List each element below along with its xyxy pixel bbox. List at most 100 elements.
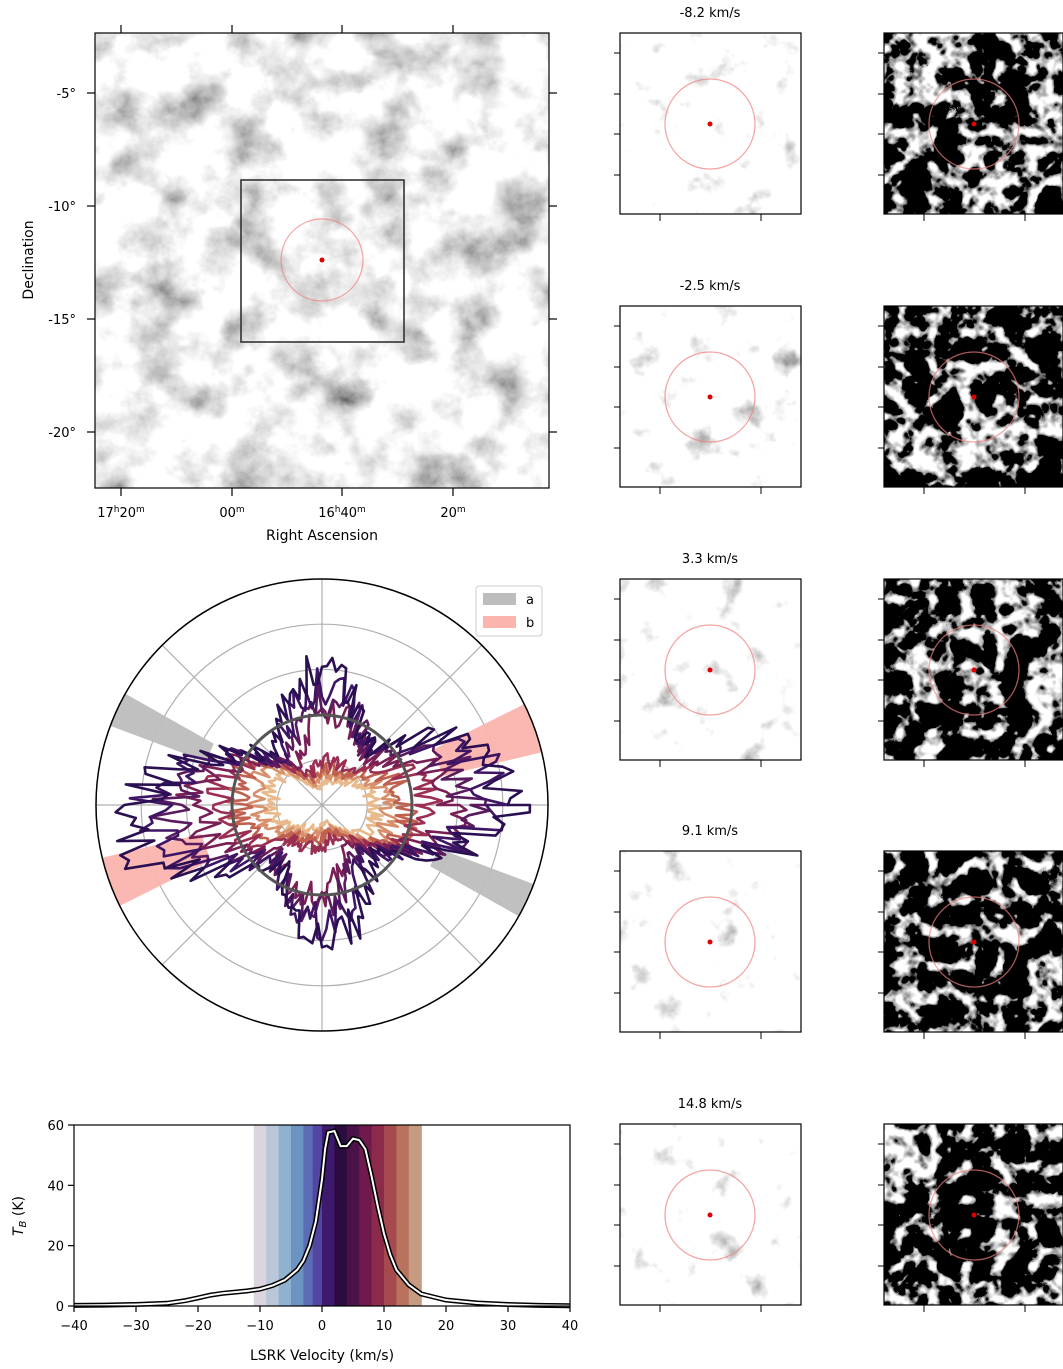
velocity-band-slice bbox=[300, 1125, 304, 1306]
velocity-band-slice bbox=[405, 1125, 410, 1306]
channel-panel-frame bbox=[619, 305, 802, 488]
velocity-band-slice bbox=[402, 1125, 407, 1306]
spectrum-y-tick-label: 20 bbox=[47, 1240, 64, 1255]
legend-label-a: a bbox=[526, 593, 534, 608]
channel-label: 14.8 km/s bbox=[678, 1097, 743, 1112]
polar-legend: a b bbox=[475, 585, 543, 637]
velocity-band-slice bbox=[256, 1125, 261, 1306]
polar-plot: a b bbox=[95, 578, 549, 1032]
sky-x-axis-label: Right Ascension bbox=[266, 528, 378, 544]
velocity-band-slice bbox=[275, 1125, 280, 1306]
sky-y-tick-label: -10° bbox=[48, 200, 76, 215]
velocity-band-slice bbox=[390, 1125, 394, 1306]
velocity-band-slice bbox=[418, 1125, 422, 1306]
spectrum-y-axis-label: TB (K) bbox=[11, 1196, 29, 1236]
sky-y-axis-label: Declination bbox=[21, 220, 37, 299]
velocity-band-slice bbox=[353, 1125, 357, 1306]
velocity-band-slice bbox=[319, 1125, 323, 1306]
velocity-band-slice bbox=[396, 1125, 401, 1306]
velocity-band-slice bbox=[399, 1125, 404, 1306]
velocity-band-slice bbox=[260, 1125, 264, 1306]
aperture-circle bbox=[664, 896, 756, 988]
center-marker bbox=[707, 1212, 713, 1218]
velocity-band-slice bbox=[291, 1125, 295, 1306]
velocity-band-slice bbox=[310, 1125, 314, 1306]
spectrum-x-tick-label: −30 bbox=[122, 1319, 149, 1334]
sky-map: -5° -10° -15° -20° 17h20m 00m 16h40m 20m… bbox=[21, 25, 557, 544]
velocity-band-slice bbox=[253, 1125, 258, 1306]
aperture-circle bbox=[664, 624, 756, 716]
velocity-band-slice bbox=[331, 1125, 335, 1306]
velocity-band-slice bbox=[297, 1125, 301, 1306]
polar-profile-curve bbox=[204, 751, 444, 856]
channel-panel-frame bbox=[619, 32, 802, 215]
aperture-circle bbox=[664, 1169, 756, 1261]
channel-panel-frame bbox=[883, 305, 1063, 488]
aperture-circle bbox=[664, 78, 756, 170]
channel-panel-frame bbox=[883, 32, 1063, 215]
velocity-band-slice bbox=[408, 1125, 413, 1306]
legend-swatch-b bbox=[483, 616, 516, 628]
velocity-band-slice bbox=[287, 1125, 292, 1306]
velocity-band-slice bbox=[294, 1125, 298, 1306]
sky-map-ticks bbox=[87, 25, 557, 496]
sky-map-frame bbox=[94, 32, 550, 489]
channel-label: -8.2 km/s bbox=[680, 6, 741, 21]
velocity-band-slice bbox=[411, 1125, 416, 1306]
channel-panel-frame bbox=[883, 850, 1063, 1033]
center-marker bbox=[319, 257, 325, 263]
sky-y-tick-label: -5° bbox=[57, 87, 76, 102]
velocity-band-slice bbox=[263, 1125, 267, 1306]
velocity-band-slice bbox=[272, 1125, 277, 1306]
reference-circle bbox=[230, 713, 414, 897]
velocity-band-slice bbox=[269, 1125, 273, 1306]
spectrum-x-tick-label: −40 bbox=[60, 1319, 87, 1334]
aperture-circle bbox=[928, 351, 1020, 443]
velocity-band-slice bbox=[371, 1125, 376, 1306]
spectrum-x-tick-label: 0 bbox=[318, 1319, 326, 1334]
velocity-band-slice bbox=[356, 1125, 360, 1306]
center-marker bbox=[707, 939, 713, 945]
center-marker bbox=[971, 667, 977, 673]
velocity-band-slice bbox=[349, 1125, 354, 1306]
spectrum-line bbox=[73, 1129, 571, 1307]
aperture-circle bbox=[664, 351, 756, 443]
channel-label: -2.5 km/s bbox=[680, 279, 741, 294]
spectrum-x-tick-label: 20 bbox=[438, 1319, 455, 1334]
center-marker bbox=[971, 394, 977, 400]
channel-panel-frame bbox=[619, 1123, 802, 1306]
spectrum-x-axis-label: LSRK Velocity (km/s) bbox=[250, 1348, 394, 1364]
velocity-band-slice bbox=[384, 1125, 388, 1306]
velocity-band-slice bbox=[308, 1125, 311, 1306]
polar-profile-curve bbox=[224, 758, 419, 849]
velocity-band-slice bbox=[346, 1125, 351, 1306]
velocity-band-slice bbox=[337, 1125, 342, 1306]
velocity-band-slice bbox=[365, 1125, 370, 1306]
channel-panel-frame bbox=[619, 850, 802, 1033]
legend-swatch-a bbox=[483, 593, 516, 605]
polar-outline bbox=[95, 578, 549, 1032]
channel-panels: -8.2 km/s -2.5 km/s 3.3 km/s 9.1 km/s 14.8 k… bbox=[614, 6, 1063, 1312]
center-marker bbox=[707, 667, 713, 673]
spectrum-y-tick-label: 0 bbox=[56, 1300, 64, 1315]
sky-x-tick-label: 16h40m bbox=[318, 505, 366, 521]
velocity-band-slice bbox=[415, 1125, 419, 1306]
center-marker bbox=[971, 121, 977, 127]
polar-profile-curve bbox=[114, 654, 532, 951]
sky-y-tick-label: -20° bbox=[48, 426, 76, 441]
center-marker bbox=[971, 1212, 977, 1218]
center-marker bbox=[971, 939, 977, 945]
spectrum-chart: −40 −30 −20 −10 0 10 20 30 40 0 20 40 60 LSRK Veloci… bbox=[11, 1119, 578, 1364]
velocity-band-slice bbox=[362, 1125, 366, 1306]
center-marker bbox=[707, 394, 713, 400]
channel-panel-frame bbox=[883, 1123, 1063, 1306]
velocity-band-slice bbox=[387, 1125, 391, 1306]
velocity-band-slice bbox=[334, 1125, 339, 1306]
aperture-circle bbox=[928, 78, 1020, 170]
polar-profile-curve bbox=[148, 683, 491, 923]
velocity-band-slice bbox=[380, 1125, 385, 1306]
spectrum-ticks: −40 −30 −20 −10 0 10 20 30 40 0 20 40 60 bbox=[47, 1119, 578, 1334]
aperture-circle bbox=[928, 624, 1020, 716]
spectrum-x-tick-label: 30 bbox=[500, 1319, 517, 1334]
